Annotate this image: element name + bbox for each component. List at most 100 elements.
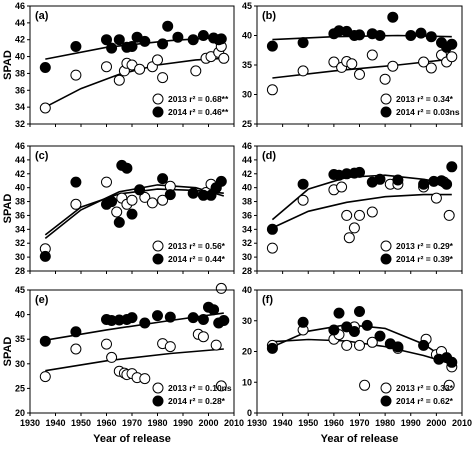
y-tick-label: 40 [15,310,25,320]
legend-series-name: 2013 [396,383,415,393]
panel-label: (c) [35,150,49,162]
legend-r2: r² = 0.56* [189,241,225,251]
y-tick-label: 30 [242,316,252,326]
legend-marker-2014 [380,106,392,118]
legend-series-name: 2013 [396,94,415,104]
data-point-2013 [336,181,348,193]
data-point-2013 [354,68,365,80]
legend-series-name: 2013 [396,241,415,251]
x-axis-title: Year of release [321,433,399,445]
x-tick-label: 2000 [198,418,218,428]
legend-marker-2013 [380,382,392,394]
data-point-2013 [113,74,125,86]
data-point-2013 [418,56,430,68]
data-point-2014 [126,312,138,324]
y-tick-label: 40 [242,183,252,193]
data-point-2013 [379,73,391,85]
panel-label: (d) [262,150,276,162]
y-tick-label: 44 [242,155,252,165]
data-point-2014 [266,40,278,52]
x-tick-label: 1940 [45,418,65,428]
y-tick-label: 20 [15,408,25,418]
data-point-2014 [446,161,458,173]
legend-r2: r² = 0.34* [417,94,453,104]
data-point-2014 [354,29,365,41]
y-tick-label: 44 [15,155,25,165]
data-point-2013 [354,209,365,221]
y-axis-title: SPAD [2,50,14,80]
legend-marker-2014 [152,106,164,118]
data-point-2013 [341,209,353,221]
data-point-2014 [70,176,82,188]
legend-series-name: 2014 [396,107,415,117]
data-point-2014 [392,174,404,186]
legend-marker-2014 [152,395,164,407]
legend-r2: r² = 0.68** [189,94,229,104]
data-point-2013 [366,206,378,218]
legend-entry-2013: 2013 r² = 0.33* [396,383,454,393]
data-point-2013 [39,371,51,383]
data-point-2013 [328,56,340,68]
fit-curve-2014 [271,174,452,221]
data-point-2013 [146,197,158,209]
panel-c: 28 30 32 34 36 38 40 42 44 46 SPAD (c) 2013 r² = 0.5… [2,141,235,294]
data-point-2013 [157,72,169,84]
data-point-2013 [101,338,112,350]
y-tick-label: 40 [15,52,25,62]
data-point-2014 [152,310,163,322]
data-point-2014 [205,189,217,201]
data-point-2014 [162,20,174,32]
y-tick-label: 36 [242,210,252,220]
data-point-2014 [425,31,437,43]
data-point-2014 [157,173,169,185]
fit-curve-2013 [45,348,224,372]
data-point-2014 [446,38,458,50]
y-tick-label: 42 [15,169,25,179]
data-point-2013 [111,206,123,218]
data-point-2013 [387,60,399,72]
data-point-2013 [343,232,355,244]
y-tick-label: 34 [15,102,25,112]
x-tick-label: 1980 [147,418,167,428]
data-point-2014 [441,178,453,190]
data-point-2014 [415,27,427,39]
y-tick-label: 38 [15,68,25,78]
legend-r2: r² = 0.10ns [189,383,232,393]
data-point-2014 [70,326,82,338]
data-point-2014 [418,178,430,190]
x-tick-label: 1990 [173,418,193,428]
data-point-2014 [387,11,399,23]
legend-r2: r² = 0.44* [189,254,225,264]
legend-entry-2014: 2014 r² = 0.62* [396,396,454,406]
data-point-2013 [70,343,82,355]
legend-marker-2014 [152,253,164,265]
data-point-2013 [266,242,278,254]
x-axis-title: Year of release [93,433,171,445]
data-point-2014 [266,223,278,235]
legend-r2: r² = 0.29* [417,241,453,251]
data-point-2013 [157,194,169,206]
data-point-2013 [152,54,163,66]
data-point-2014 [297,37,309,49]
x-tick-label: 1940 [273,418,293,428]
data-point-2014 [113,216,125,228]
data-point-2014 [218,315,230,326]
fit-curve-2013 [272,338,453,365]
data-point-2014 [215,175,227,187]
data-point-2014 [164,189,176,201]
data-point-2014 [139,35,151,47]
y-tick-label: 30 [15,359,25,369]
data-point-2014 [333,307,345,319]
data-point-2014 [106,196,118,208]
legend-r2: r² = 0.39* [417,254,453,264]
data-point-2014 [348,326,360,337]
data-point-2014 [374,30,386,41]
panel-f: 0 10 20 30 40 1930 1940 1950 1960 1970 1980 1990 200… [242,285,472,445]
y-tick-label: 25 [242,119,252,129]
x-tick-label: 1980 [375,418,395,428]
panel-label: (e) [35,294,49,306]
x-tick-label: 2010 [452,418,472,428]
legend-r2: r² = 0.33* [417,383,453,393]
